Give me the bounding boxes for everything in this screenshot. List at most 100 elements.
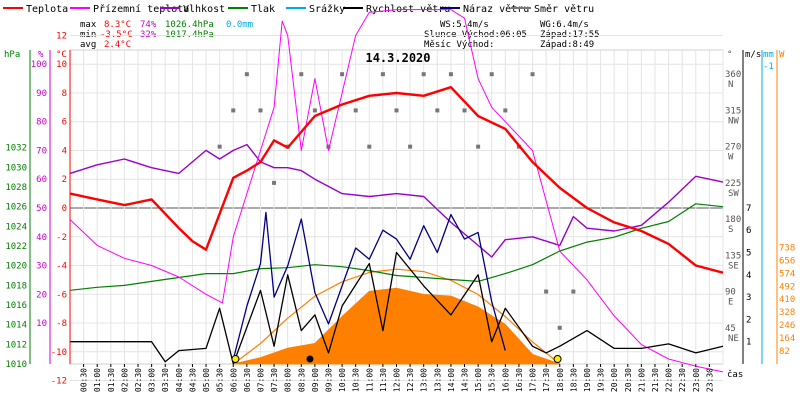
tick-label-wind-speed: 6 — [746, 226, 751, 236]
legend-label: Rychlost větru — [366, 3, 450, 15]
x-tick-label: 17:30 — [542, 368, 551, 392]
wind-direction-point — [353, 108, 358, 113]
axis-title-temperature: °C — [56, 50, 67, 60]
tick-label-pressure: 1028 — [5, 183, 27, 193]
stat-value: 8.3°C — [104, 20, 131, 30]
x-tick-label: 06:00 — [229, 368, 238, 392]
wind-direction-point — [544, 289, 549, 294]
x-tick-label: 04:00 — [175, 368, 184, 392]
tick-label-humidity: 10 — [36, 319, 47, 329]
wind-direction-point — [530, 72, 535, 77]
x-tick-label: 11:00 — [365, 368, 374, 392]
x-tick-label: 11:30 — [379, 368, 388, 392]
x-tick-label: 20:00 — [610, 368, 619, 392]
axis-title-rain: mm — [763, 50, 774, 60]
tick-label-wind-dir: 180 — [725, 215, 741, 225]
tick-label-wind-dir: 360 — [725, 70, 741, 80]
x-tick-label: 23:30 — [705, 368, 714, 392]
info-ws: WS:5.4m/s — [440, 20, 489, 30]
series-solar-theoretical — [232, 268, 561, 365]
wind-direction-point — [244, 72, 249, 77]
x-tick-label: 09:00 — [311, 368, 320, 392]
moonset-marker — [306, 355, 314, 363]
wind-direction-point — [462, 108, 467, 113]
chart-title: 14.3.2020 — [365, 51, 430, 65]
wind-direction-point — [557, 325, 562, 330]
tick-label-pressure: 1010 — [5, 360, 27, 370]
wind-direction-point — [408, 144, 413, 149]
tick-label-solar: 574 — [779, 269, 795, 279]
legend-label: Směr větru — [534, 3, 594, 15]
x-tick-label: 22:00 — [665, 368, 674, 392]
tick-label-pressure: 1030 — [5, 163, 27, 173]
wind-direction-point — [489, 72, 494, 77]
wind-direction-point — [272, 180, 277, 185]
x-tick-label: 05:00 — [202, 368, 211, 392]
x-tick-label: 12:30 — [406, 368, 415, 392]
x-tick-label: 09:30 — [324, 368, 333, 392]
x-tick-label: 21:30 — [651, 368, 660, 392]
stat-value: 2.4°C — [104, 40, 131, 50]
tick-label-temperature: 10 — [56, 60, 67, 70]
tick-label-rain: -1 — [763, 62, 774, 72]
info-moonrise: Měsíc Východ: — [424, 40, 494, 50]
series-ground-temperature — [69, 9, 724, 373]
x-tick-label: 13:30 — [433, 368, 442, 392]
tick-label-pressure: 1012 — [5, 340, 27, 350]
tick-label-humidity: 80 — [36, 118, 47, 128]
x-tick-label: 03:00 — [148, 368, 157, 392]
wind-direction-point — [217, 144, 222, 149]
wind-direction-point — [394, 108, 399, 113]
x-axis-title: čas — [727, 369, 743, 380]
wind-direction-point — [312, 108, 317, 113]
wind-direction-point — [367, 144, 372, 149]
tick-label-wind-dir-name: E — [728, 298, 733, 308]
wind-direction-point — [231, 108, 236, 113]
legend-label: Přízemní teplota — [93, 3, 189, 15]
x-tick-label: 17:00 — [529, 368, 538, 392]
tick-label-temperature: 12 — [56, 31, 67, 41]
tick-label-humidity: 40 — [36, 233, 47, 243]
x-tick-label: 15:00 — [474, 368, 483, 392]
legend-label: Teplota — [26, 4, 68, 15]
legend-label: Náraz větru — [463, 3, 529, 15]
tick-label-temperature: -10 — [51, 348, 67, 358]
x-tick-label: 13:00 — [420, 368, 429, 392]
x-tick-label: 02:00 — [120, 368, 129, 392]
axis-title-solar: W — [779, 50, 785, 60]
tick-label-wind-dir-name: SW — [728, 189, 739, 199]
legend-label: Tlak — [251, 4, 275, 15]
tick-label-humidity: 90 — [36, 89, 47, 99]
tick-label-wind-speed: 3 — [746, 293, 751, 303]
sunrise-marker — [231, 355, 240, 363]
tick-label-humidity: 60 — [36, 175, 47, 185]
x-tick-label: 00:30 — [80, 368, 89, 392]
info-wg: WG:6.4m/s — [540, 20, 589, 30]
tick-label-temperature: -6 — [56, 290, 67, 300]
tick-label-humidity: 70 — [36, 146, 47, 156]
x-tick-label: 05:30 — [216, 368, 225, 392]
wind-direction-point — [340, 72, 345, 77]
legend-label: Srážky — [309, 3, 345, 15]
tick-label-temperature: 4 — [62, 146, 67, 156]
tick-label-temperature: 8 — [62, 89, 67, 99]
tick-label-pressure: 1018 — [5, 281, 27, 291]
wind-direction-point — [476, 144, 481, 149]
sunset-marker — [553, 355, 562, 363]
axis-title-wind-speed: m/s — [745, 50, 761, 60]
x-tick-label: 10:00 — [338, 368, 347, 392]
tick-label-humidity: 30 — [36, 262, 47, 272]
stat-label: max — [80, 20, 97, 30]
tick-label-wind-dir-name: NW — [728, 116, 739, 126]
series-layer — [69, 9, 724, 373]
tick-label-temperature: 2 — [62, 175, 67, 185]
x-tick-label: 19:00 — [583, 368, 592, 392]
x-tick-label: 03:30 — [161, 368, 170, 392]
tick-label-wind-dir-name: SE — [728, 261, 739, 271]
x-tick-label: 18:30 — [569, 368, 578, 392]
x-tick-label: 07:30 — [270, 368, 279, 392]
wind-direction-point — [435, 108, 440, 113]
info-moonset: Západ:8:49 — [540, 40, 594, 50]
x-tick-label: 19:30 — [597, 368, 606, 392]
